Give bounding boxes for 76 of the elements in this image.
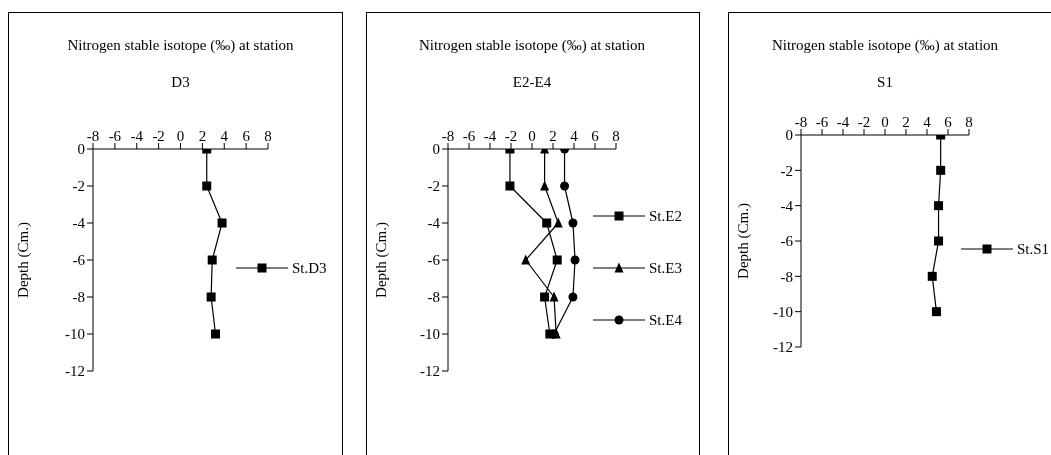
point [552,255,562,265]
y-tick-label: -6 [427,252,441,269]
y-tick-label: -8 [427,289,440,306]
y-tick-label: -2 [427,178,440,195]
y-axis-title: Depth (Cm.) [735,203,753,279]
y-tick-label: 0 [77,141,85,158]
y-tick-label: -8 [780,268,793,285]
y-tick-label: -4 [427,215,441,232]
x-tick-label: -4 [130,128,144,144]
legend-label: St.E4 [649,311,682,329]
x-tick-label: 6 [242,128,251,144]
x-tick-label: 6 [591,128,600,144]
y-tick-label: -6 [72,252,86,269]
y-tick-label: -12 [65,363,85,380]
x-tick-label: 8 [612,128,620,144]
legend-label: St.E2 [649,207,682,225]
point [560,181,570,191]
x-tick-label: 6 [944,114,953,130]
point [568,218,578,228]
point [540,292,550,302]
x-tick-label: -6 [815,114,829,130]
point [217,218,227,228]
chart-title: Nitrogen stable isotope (‰) at station E2-E4 [418,37,646,90]
y-tick-label: -12 [773,339,793,356]
point [570,255,580,265]
x-tick-label: 8 [965,114,973,130]
point [568,292,578,302]
x-tick-label: -6 [108,128,122,144]
y-tick-label: -2 [780,162,793,179]
y-tick-label: -12 [420,363,440,380]
point [521,254,531,265]
y-tick-label: -4 [780,197,794,214]
y-tick-label: -2 [72,178,85,195]
point [211,329,220,339]
x-tick-label: -6 [462,128,476,144]
point [545,329,555,339]
chart-title: Nitrogen stable isotope (‰) at station D3 [67,37,294,90]
y-tick-label: 0 [432,141,440,158]
x-tick-label: 2 [198,128,207,144]
x-tick-label: 4 [923,114,932,130]
x-tick-label: 8 [264,128,272,144]
y-tick-label: -6 [780,233,794,250]
y-tick-label: -10 [420,326,440,343]
x-tick-label: 0 [528,128,536,144]
x-tick-label: -4 [483,128,497,144]
x-tick-label: -2 [504,128,518,144]
legend-label: St.S1 [1017,240,1050,258]
y-tick-label: -10 [65,326,85,343]
point [553,217,563,228]
x-tick-label: 4 [570,128,579,144]
x-tick-label: -8 [441,128,455,144]
y-tick-label: -4 [72,215,86,232]
x-tick-label: 4 [220,128,229,144]
y-tick-label: -10 [773,303,793,320]
y-axis-title: Depth (Cm.) [15,222,33,298]
x-tick-label: -4 [836,114,850,130]
y-axis-title: Depth (Cm.) [373,222,391,298]
x-tick-label: -2 [857,114,871,130]
point [549,291,559,302]
legend-label: St.D3 [292,259,327,277]
x-tick-label: -8 [794,114,808,130]
point [540,180,550,191]
point [202,181,212,191]
x-tick-label: 2 [902,114,910,130]
point [206,292,216,302]
chart-title: Nitrogen stable isotope (‰) at station S1 [771,37,999,90]
point [505,181,515,191]
x-tick-label: -8 [86,128,100,144]
x-tick-label: -2 [152,128,165,144]
x-tick-label: 2 [549,128,557,144]
point [542,218,552,228]
y-tick-label: -8 [72,289,85,306]
legend-label: St.E3 [649,259,682,277]
point [207,255,217,265]
x-tick-label: 0 [881,114,889,130]
x-tick-label: 0 [176,128,185,144]
